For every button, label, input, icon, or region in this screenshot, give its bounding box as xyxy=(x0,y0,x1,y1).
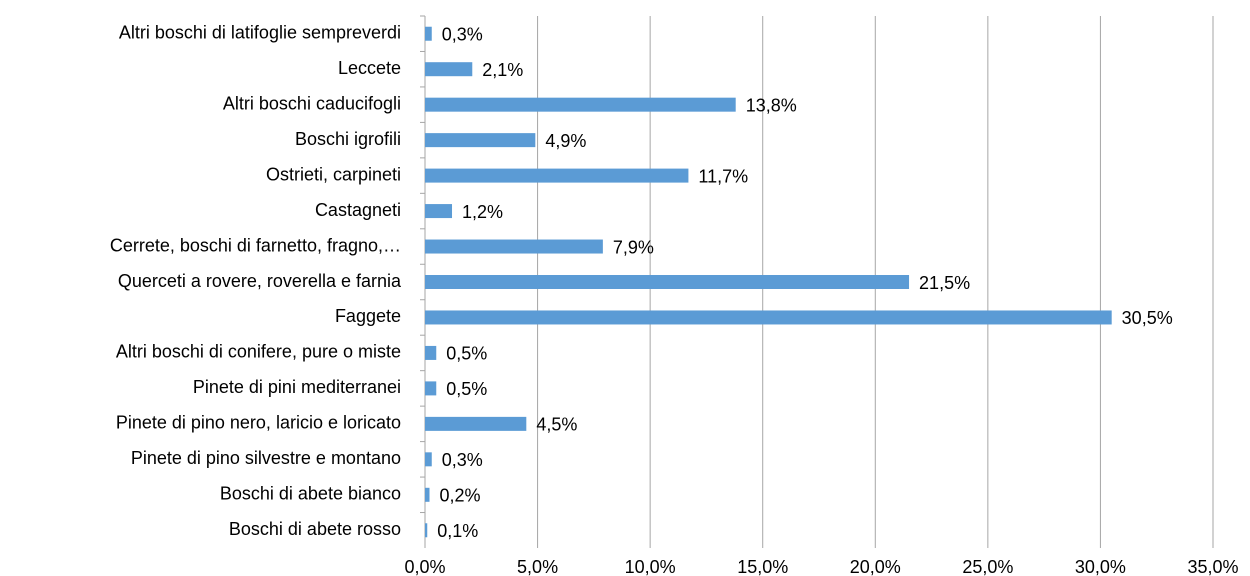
x-tick-label: 30,0% xyxy=(1075,557,1126,576)
y-tick-label: Altri boschi di latifoglie sempreverdi xyxy=(119,22,401,42)
bar xyxy=(425,26,432,41)
value-label: 0,2% xyxy=(440,486,481,506)
y-tick-label: Pinete di pini mediterranei xyxy=(193,377,401,397)
y-tick-label: Cerrete, boschi di farnetto, fragno,… xyxy=(110,235,401,255)
bar xyxy=(425,168,689,183)
y-tick-label: Faggete xyxy=(335,306,401,326)
y-tick-label: Boschi di abete bianco xyxy=(220,484,401,504)
bar xyxy=(425,310,1112,325)
x-tick-label: 15,0% xyxy=(737,557,788,576)
y-tick-label: Querceti a rovere, roverella e farnia xyxy=(118,271,402,291)
value-label: 7,9% xyxy=(613,237,654,257)
y-tick-label: Castagneti xyxy=(315,200,401,220)
bar xyxy=(425,97,736,112)
y-tick-label: Leccete xyxy=(338,58,401,78)
bar xyxy=(425,452,432,467)
value-label: 0,1% xyxy=(437,521,478,541)
value-label: 11,7% xyxy=(698,166,748,186)
y-tick-label: Pinete di pino silvestre e montano xyxy=(131,448,401,468)
y-tick-label: Pinete di pino nero, laricio e loricato xyxy=(116,413,401,433)
bar xyxy=(425,62,473,77)
y-tick-label: Altri boschi di conifere, pure o miste xyxy=(116,342,401,362)
bar xyxy=(425,239,603,254)
value-label: 21,5% xyxy=(919,273,970,293)
bar xyxy=(425,204,453,219)
y-tick-label: Altri boschi caducifogli xyxy=(223,93,401,113)
value-label: 0,3% xyxy=(442,450,483,470)
value-label: 13,8% xyxy=(746,95,797,115)
y-tick-label: Boschi igrofili xyxy=(295,129,401,149)
x-tick-label: 0,0% xyxy=(404,557,445,576)
x-tick-label: 20,0% xyxy=(850,557,901,576)
value-label: 0,5% xyxy=(446,379,487,399)
y-tick-label: Ostrieti, carpineti xyxy=(266,164,401,184)
bar xyxy=(425,416,527,431)
bar xyxy=(425,523,428,538)
value-label: 4,5% xyxy=(536,415,577,435)
x-tick-label: 25,0% xyxy=(962,557,1013,576)
bar xyxy=(425,345,437,360)
bar xyxy=(425,487,430,502)
value-label: 0,5% xyxy=(446,344,487,364)
value-label: 1,2% xyxy=(462,202,503,222)
bar xyxy=(425,275,910,289)
bar xyxy=(425,133,536,148)
x-tick-label: 10,0% xyxy=(625,557,676,576)
value-label: 0,3% xyxy=(442,24,483,44)
value-label: 30,5% xyxy=(1122,308,1173,328)
value-label: 4,9% xyxy=(545,131,586,151)
x-tick-label: 35,0% xyxy=(1187,557,1238,576)
y-tick-label: Boschi di abete rosso xyxy=(229,519,401,539)
x-tick-label: 5,0% xyxy=(517,557,558,576)
bar xyxy=(425,381,437,396)
value-label: 2,1% xyxy=(482,60,523,80)
